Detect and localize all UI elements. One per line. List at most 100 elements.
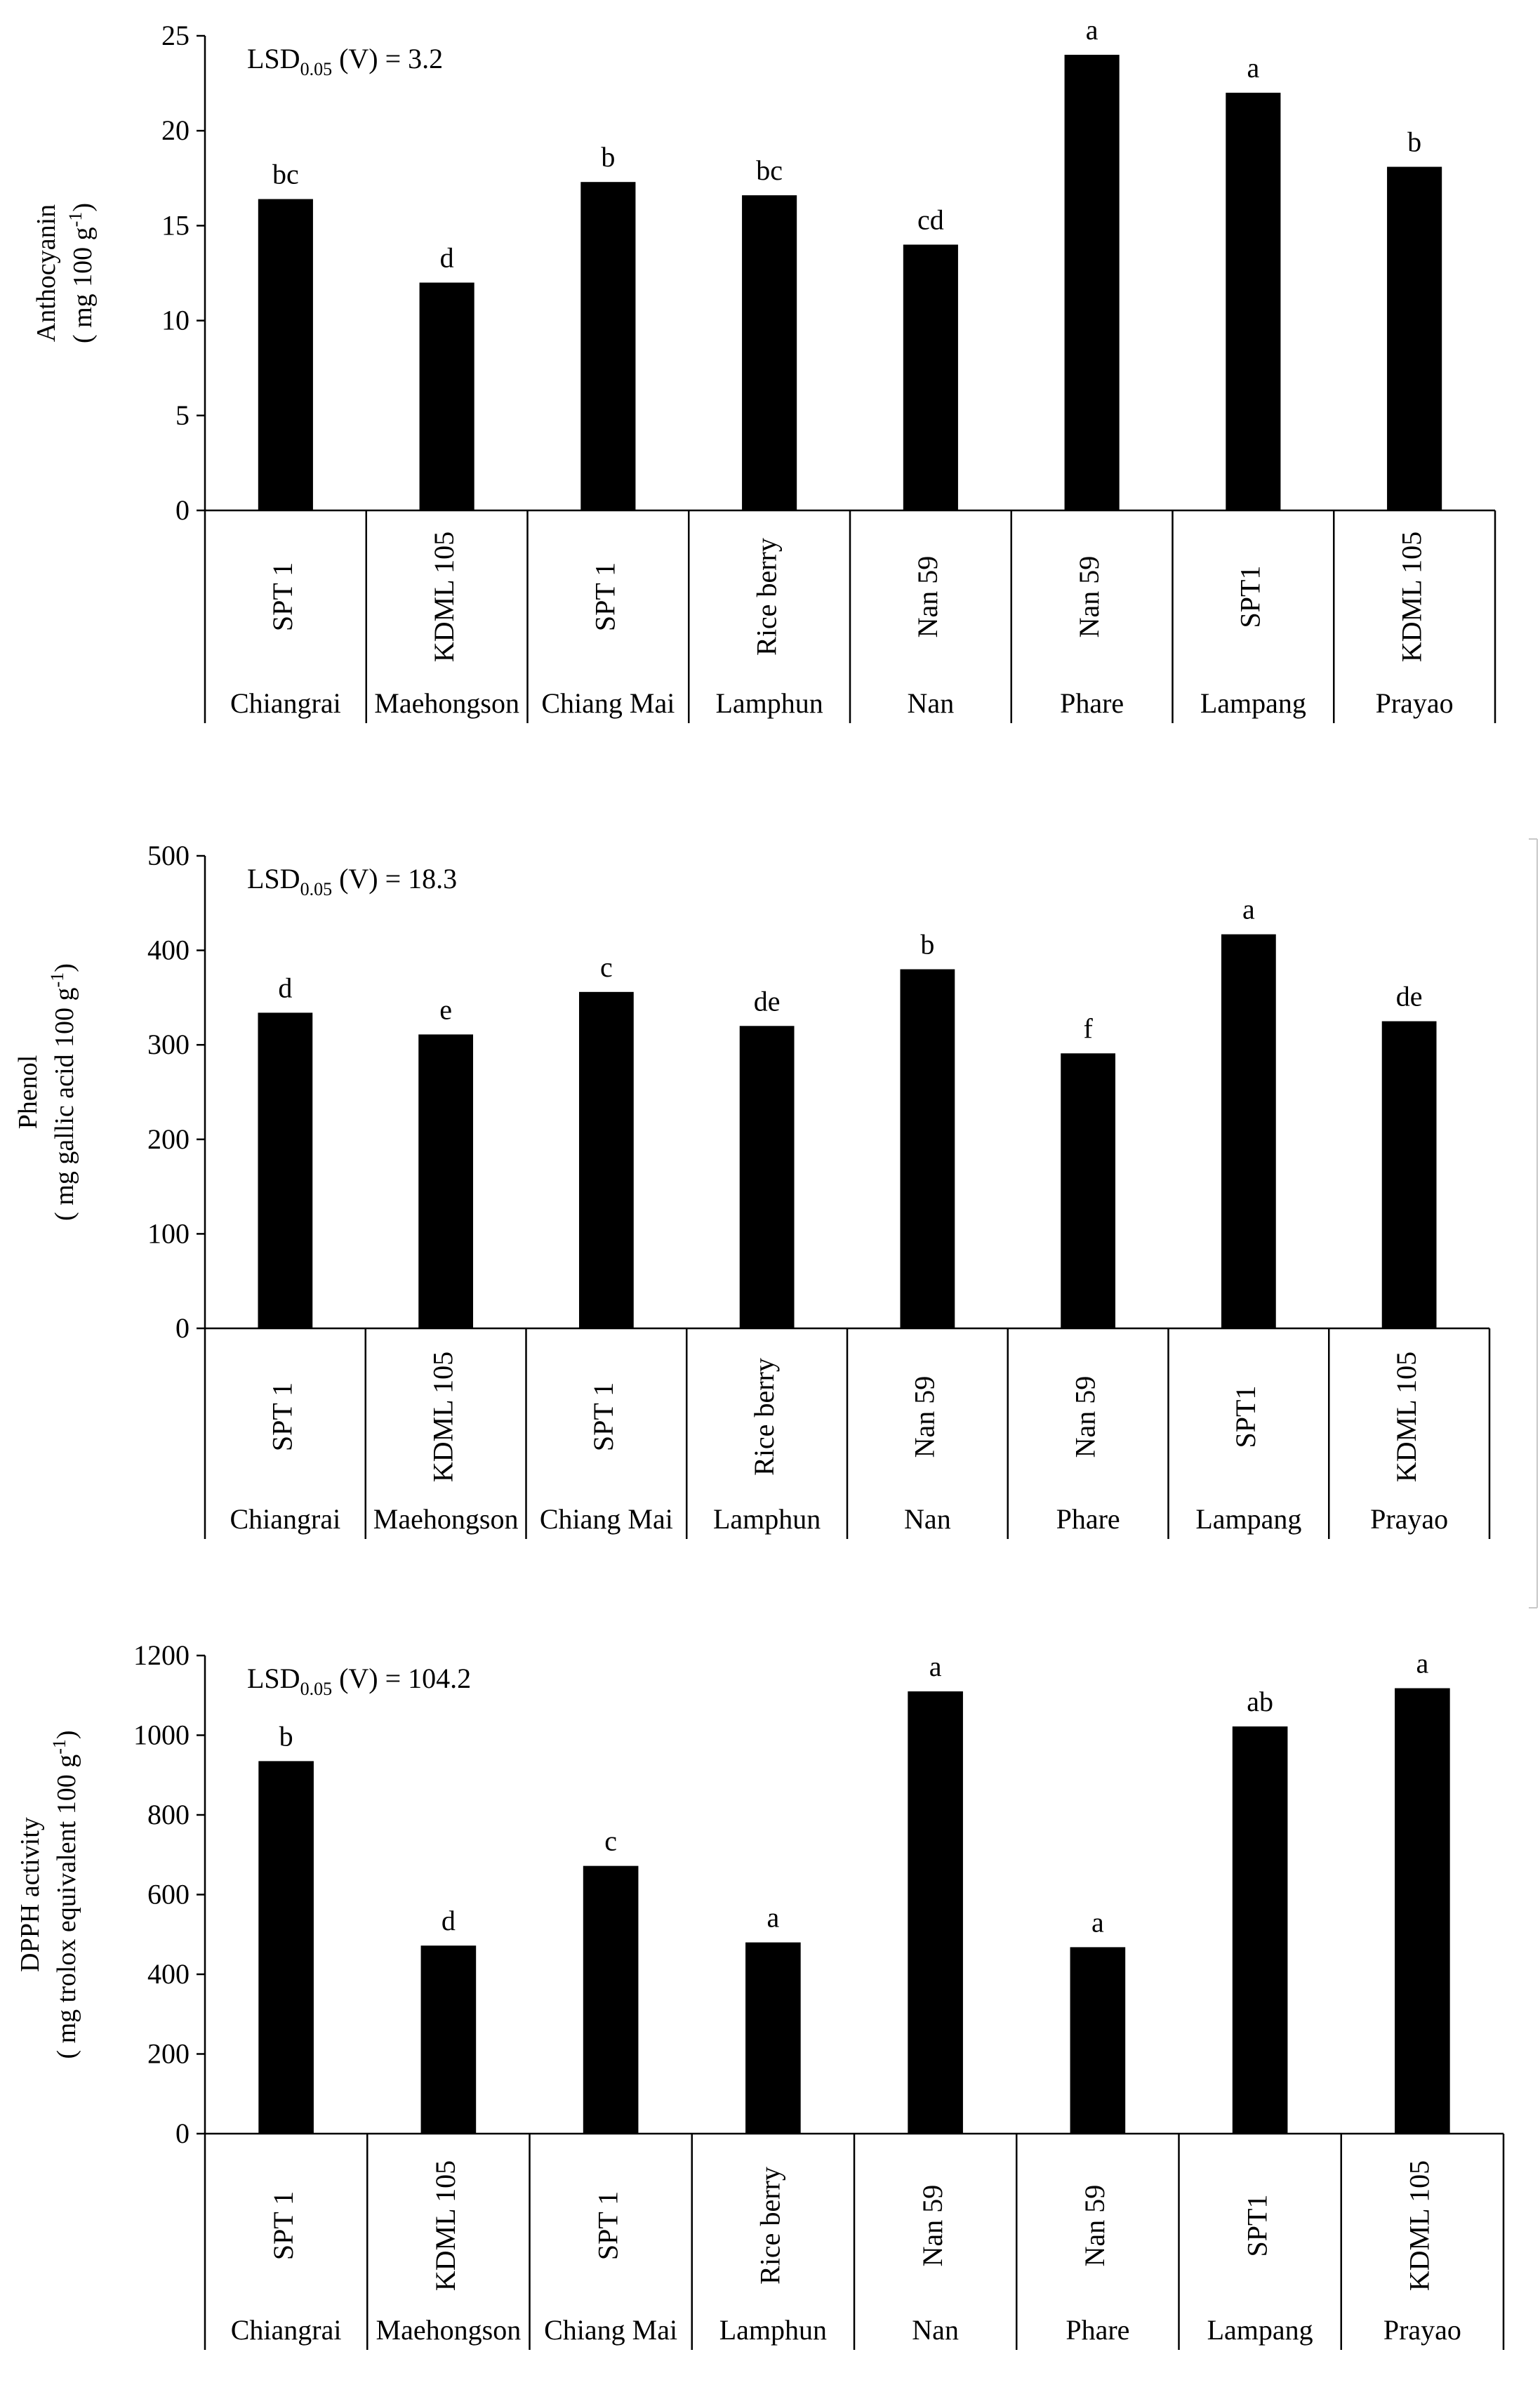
bar xyxy=(258,199,313,510)
y-tick-label: 0 xyxy=(175,2118,190,2149)
lsd-value: (V) = 104.2 xyxy=(332,1663,471,1694)
y-tick-label: 0 xyxy=(175,494,190,526)
variety-label: SPT 1 xyxy=(267,1382,298,1451)
bar xyxy=(1387,166,1442,511)
bar xyxy=(745,1942,801,2134)
province-label: Lampang xyxy=(1195,1503,1301,1535)
province-label: Phare xyxy=(1056,1503,1120,1535)
y-tick-label: 25 xyxy=(161,20,190,51)
y-tick-label: 400 xyxy=(147,934,190,966)
significance-letter: a xyxy=(1247,52,1259,84)
y-axis-title-superscript: -1 xyxy=(65,212,86,227)
significance-letter: a xyxy=(929,1651,942,1682)
significance-letter: d xyxy=(278,972,292,1003)
variety-label: SPT 1 xyxy=(588,1382,619,1451)
province-label: Prayao xyxy=(1383,2314,1461,2346)
bar xyxy=(903,244,958,510)
variety-label: Nan 59 xyxy=(1069,1376,1101,1458)
y-tick-label: 0 xyxy=(175,1312,190,1344)
province-label: Nan xyxy=(908,687,955,719)
bar xyxy=(1381,1021,1437,1328)
lsd-value: (V) = 18.3 xyxy=(332,863,457,894)
lsd-subscript: 0.05 xyxy=(300,1679,333,1699)
significance-letter: bc xyxy=(756,154,783,186)
bar xyxy=(1395,1688,1450,2134)
variety-label: Rice berry xyxy=(750,538,782,656)
bar xyxy=(583,1865,639,2134)
province-label: Nan xyxy=(904,1503,951,1535)
y-tick-label: 20 xyxy=(161,114,190,146)
significance-letter: de xyxy=(1396,981,1423,1012)
variety-label: SPT 1 xyxy=(267,562,298,631)
bar xyxy=(580,182,636,510)
bar xyxy=(258,1012,313,1328)
y-tick-label: 300 xyxy=(147,1029,190,1060)
variety-label: KDML 105 xyxy=(1404,2160,1435,2291)
y-axis-title-close: ) xyxy=(52,1730,81,1739)
dpph-chart: 0 200 400 600 800 1000 1200 b SPT 1 Chiangrai d KDM… xyxy=(15,1639,1505,2350)
variety-label: Nan 59 xyxy=(1073,556,1105,638)
significance-letter: b xyxy=(279,1720,293,1752)
variety-label: Nan 59 xyxy=(909,1376,941,1458)
significance-letter: ab xyxy=(1247,1686,1273,1717)
bar xyxy=(908,1691,963,2134)
phenol-chart: 0 100 200 300 400 500 d SPT 1 Chiangrai e KDML 105… xyxy=(13,840,1491,1539)
province-label: Phare xyxy=(1060,687,1124,719)
significance-letter: de xyxy=(754,985,781,1017)
significance-letter: c xyxy=(604,1825,617,1857)
y-axis-title-line1: Anthocyanin xyxy=(32,204,61,342)
y-axis-title-unit: ( mg gallic acid 100 g xyxy=(50,987,79,1220)
province-label: Chiang Mai xyxy=(541,687,675,719)
variety-label: SPT1 xyxy=(1230,1386,1261,1448)
y-axis-title-superscript: -1 xyxy=(49,1739,69,1755)
variety-label: SPT1 xyxy=(1241,2195,1273,2257)
significance-letter: d xyxy=(440,242,454,274)
y-tick-label: 15 xyxy=(161,209,190,241)
y-tick-label: 200 xyxy=(147,1123,190,1155)
province-label: Prayao xyxy=(1370,1503,1448,1535)
significance-letter: cd xyxy=(917,204,944,235)
y-tick-label: 200 xyxy=(147,2038,190,2070)
variety-label: SPT1 xyxy=(1235,566,1266,628)
significance-letter: a xyxy=(1086,14,1098,46)
province-label: Lamphun xyxy=(715,687,823,719)
province-label: Chiang Mai xyxy=(544,2314,677,2346)
y-axis-title-line2: ( mg gallic acid 100 g-1) xyxy=(47,963,79,1221)
province-label: Chiangrai xyxy=(231,2314,342,2346)
bar xyxy=(1221,934,1276,1328)
y-tick-label: 800 xyxy=(147,1799,190,1830)
variety-label: Rice berry xyxy=(748,1358,780,1476)
y-axis-title-line1: DPPH activity xyxy=(15,1817,45,1972)
lsd-subscript: 0.05 xyxy=(300,879,333,899)
significance-letter: b xyxy=(920,929,934,960)
bar xyxy=(578,991,634,1328)
significance-letter: c xyxy=(600,951,613,983)
anthocyanin-chart: 0 5 10 15 20 25 bc SPT 1 Chiangrai d KDML 105 Maeho… xyxy=(32,14,1496,723)
y-axis-title-line2: ( mg 100 g-1) xyxy=(65,203,98,343)
lsd-annotation: LSD0.05 (V) = 3.2 xyxy=(247,43,443,79)
y-tick-label: 1000 xyxy=(133,1719,190,1751)
variety-label: SPT 1 xyxy=(267,2191,299,2260)
y-axis-title-superscript: -1 xyxy=(47,972,67,988)
province-label: Maehongson xyxy=(374,687,519,719)
province-label: Maehongson xyxy=(373,1503,519,1535)
province-label: Lamphun xyxy=(713,1503,821,1535)
variety-label: KDML 105 xyxy=(1390,1352,1422,1482)
lsd-value: (V) = 3.2 xyxy=(332,43,443,74)
variety-label: SPT 1 xyxy=(590,562,621,631)
y-tick-label: 500 xyxy=(147,840,190,871)
y-axis-title-line2: ( mg trolox equivalent 100 g-1) xyxy=(49,1730,81,2059)
province-label: Nan xyxy=(912,2314,959,2346)
y-tick-label: 10 xyxy=(161,305,190,336)
bar xyxy=(1070,1947,1126,2134)
y-axis-title-unit: ( mg trolox equivalent 100 g xyxy=(52,1755,81,2059)
lsd-subscript: 0.05 xyxy=(300,59,333,79)
variety-label: KDML 105 xyxy=(1395,531,1427,662)
lsd-prefix: LSD xyxy=(247,1663,300,1694)
province-label: Lampang xyxy=(1200,687,1306,719)
bar xyxy=(739,1026,795,1328)
significance-letter: a xyxy=(1242,894,1255,925)
significance-letter: a xyxy=(1416,1648,1428,1679)
significance-letter: b xyxy=(1407,126,1421,158)
province-label: Lamphun xyxy=(719,2314,827,2346)
